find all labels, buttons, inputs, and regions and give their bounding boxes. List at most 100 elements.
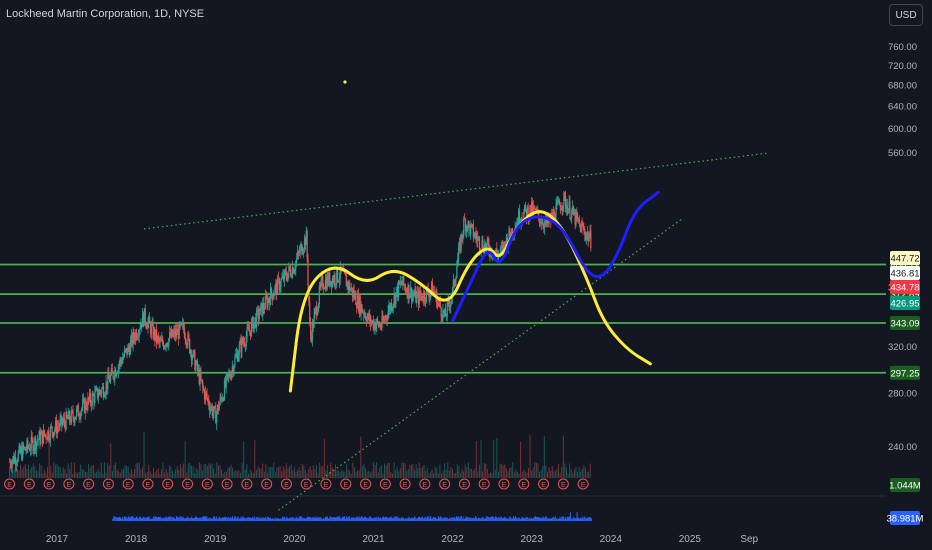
candle-body [312,322,314,328]
candle-body [142,312,145,326]
indicator-bar [533,516,535,521]
indicator-bar [319,517,321,521]
earnings-marker-letter: E [126,482,131,489]
candle-body [327,276,329,285]
volume-bar [115,462,117,478]
candle-body [95,388,97,392]
volume-bar [42,473,44,478]
candle-body [553,210,555,221]
candle-body [208,399,210,407]
indicator-bar [575,517,577,521]
volume-bar [111,471,113,478]
volume-bar [584,467,586,478]
candle-body [418,290,421,305]
volume-bar [96,471,98,478]
volume-bar [20,464,22,478]
candle-body [339,266,341,280]
volume-bar [206,465,208,478]
candle-body [424,300,427,302]
indicator-bar [166,518,168,521]
volume-bar [91,465,93,478]
indicator-bar [327,518,329,521]
volume-bar [284,468,286,478]
volume-bar [317,472,319,478]
indicator-bar [139,516,141,521]
earnings-marker-letter: E [324,482,329,489]
candle-body [126,348,128,355]
candle-body [298,252,300,254]
candle-body [337,268,339,282]
indicator-bar [349,518,351,521]
indicator-bar [471,518,473,521]
indicator-bar [400,518,402,521]
candle-body [517,221,519,225]
candle-body [103,396,105,397]
volume-bar [453,472,455,478]
volume-bar [293,466,295,478]
indicator-bar [298,516,300,521]
candle-body [310,336,313,341]
volume-bar [110,443,112,478]
indicator-bar [227,517,229,521]
candle-body [22,444,25,449]
indicator-bar [136,516,138,521]
candle-body [386,318,388,320]
volume-bar [312,465,314,478]
earnings-marker-letter: E [403,482,408,489]
indicator-bar [153,516,155,521]
candle-body [270,287,272,305]
candle-body [307,258,309,286]
indicator-bar [529,517,531,521]
indicator-bar [119,516,121,521]
candle-body [8,461,11,463]
candle-body [584,229,586,235]
volume-bar [368,470,370,478]
indicator-bar [245,518,247,521]
volume-bar [342,471,344,478]
earnings-marker [261,478,273,490]
volume-bar [431,469,433,478]
drawings [288,190,660,393]
candle-body [83,398,85,413]
volume-bar [358,470,360,478]
volume-bar [214,473,216,478]
indicator-bar [464,518,466,521]
volume-bar [469,468,471,478]
candle-body [311,322,313,341]
currency-button[interactable]: USD [889,4,923,26]
volume-bar [235,470,237,478]
indicator-bar [164,518,166,521]
indicator-bar [569,516,571,521]
volume-bar [129,473,131,478]
candle-body [215,407,217,424]
candle-body [114,369,116,380]
volume-bar [357,470,359,478]
candle-body [15,456,17,465]
volume-bar [537,463,539,478]
candle-body [183,328,186,338]
candle-body [430,282,433,291]
candle-body [357,295,359,309]
candle-body [20,448,22,453]
candle-body [59,419,61,427]
candle-body [574,211,576,225]
candle-body [168,338,170,347]
y-tick-label: 640.00 [888,102,917,113]
candle-body [511,228,513,238]
volume-bar [512,462,514,478]
indicator-bar [470,517,472,521]
candle-body [119,358,121,364]
indicator-bar [343,516,345,521]
indicator-bar [380,517,382,521]
indicator-bar [284,516,286,521]
candle-body [363,314,366,316]
candle-body [140,324,142,329]
indicator-bar [379,517,381,521]
indicator-bar [481,517,483,521]
candle-body [576,211,578,218]
candle-body [411,294,414,302]
volume-bar [496,438,498,478]
volume-bar [48,440,50,478]
candle-body [132,331,134,346]
volume-bar [565,467,567,478]
